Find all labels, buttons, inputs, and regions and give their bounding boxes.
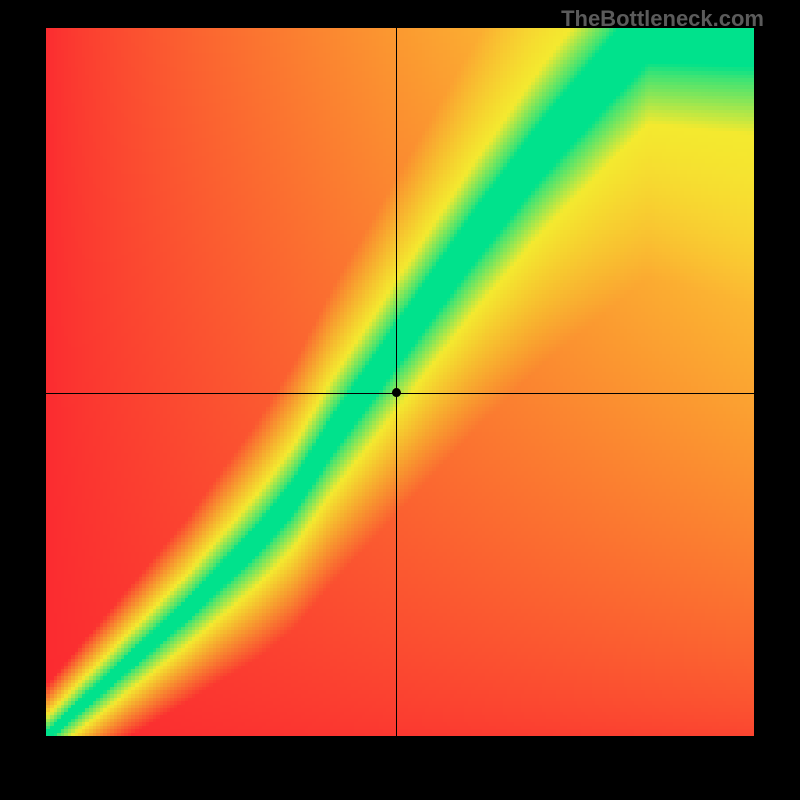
- bottleneck-heatmap: [46, 28, 754, 736]
- chart-container: { "watermark": { "text": "TheBottleneck.…: [0, 0, 800, 800]
- watermark-text: TheBottleneck.com: [561, 6, 764, 32]
